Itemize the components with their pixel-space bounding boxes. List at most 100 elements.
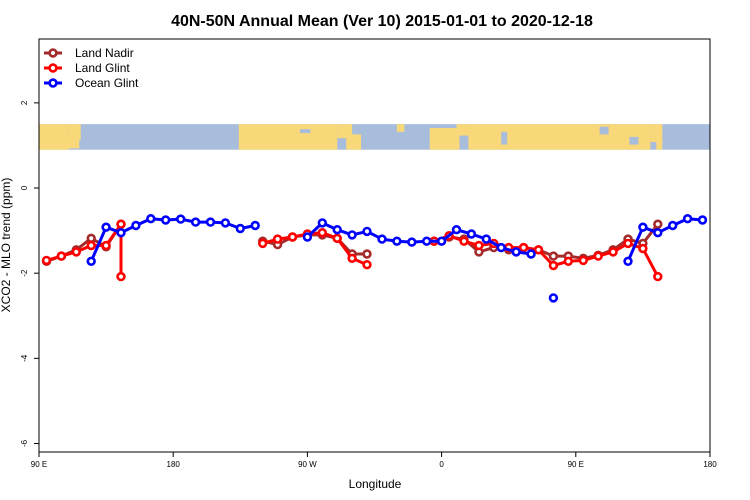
data-point <box>526 249 536 259</box>
data-point <box>563 256 573 266</box>
data-point <box>466 229 477 239</box>
x-tick-label: 180 <box>167 460 181 469</box>
x-axis: 90 E 180 90 W 0 90 E 180 <box>31 452 717 469</box>
data-point <box>638 222 648 232</box>
y-tick-label: -2 <box>20 269 29 277</box>
data-point <box>653 271 663 282</box>
data-point <box>451 225 462 235</box>
map-land <box>68 124 81 140</box>
data-point <box>481 234 491 244</box>
x-tick-label: 90 E <box>568 460 584 469</box>
data-point <box>86 240 96 251</box>
map-land <box>238 124 338 150</box>
data-point <box>190 217 201 227</box>
legend-marker <box>48 48 58 58</box>
map-strip <box>39 124 710 150</box>
y-tick-label: 2 <box>20 100 29 105</box>
data-point <box>533 245 544 255</box>
data-point <box>116 228 126 238</box>
legend-marker <box>48 63 58 73</box>
data-point <box>86 233 96 244</box>
data-point <box>116 271 126 282</box>
map-water <box>299 129 311 134</box>
data-point <box>332 225 342 235</box>
map-water <box>501 131 508 145</box>
data-point <box>347 253 357 263</box>
data-point <box>258 238 268 249</box>
data-point <box>332 233 342 244</box>
data-point <box>302 232 313 242</box>
data-point <box>317 228 327 238</box>
data-point <box>459 236 469 246</box>
y-tick-label: 0 <box>20 185 29 190</box>
data-point <box>362 249 372 259</box>
data-point <box>220 218 231 228</box>
data-point <box>638 243 648 254</box>
data-point <box>176 214 186 224</box>
legend-marker <box>48 78 58 88</box>
legend-item-land-glint: Land Glint <box>44 61 130 75</box>
data-point <box>71 247 82 257</box>
data-point <box>347 230 357 240</box>
data-point <box>682 214 693 224</box>
data-point <box>377 234 387 244</box>
data-point <box>593 251 603 261</box>
data-point <box>101 222 111 232</box>
legend-item-ocean-glint: Ocean Glint <box>44 76 139 90</box>
map-land <box>39 124 69 150</box>
x-axis-label: Longitude <box>349 477 402 491</box>
data-point <box>235 223 246 234</box>
legend-item-land-nadir: Land Nadir <box>44 46 134 60</box>
data-point <box>116 219 126 229</box>
x-tick-label: 90 E <box>31 460 47 469</box>
data-point <box>161 215 171 225</box>
data-point <box>653 228 663 238</box>
data-point <box>407 237 417 247</box>
data-point <box>101 240 111 251</box>
data-point <box>496 242 506 253</box>
map-land <box>396 124 405 132</box>
y-axis: 2 0 -2 -4 -6 <box>20 100 39 447</box>
data-point <box>608 247 618 257</box>
data-point <box>146 214 156 224</box>
data-point <box>362 226 372 237</box>
chart-title: 40N-50N Annual Mean (Ver 10) 2015-01-01 … <box>171 13 593 30</box>
data-point <box>131 220 141 231</box>
x-tick-label: 0 <box>439 460 444 469</box>
data-point <box>317 218 327 228</box>
map-land <box>346 134 362 150</box>
series-ocean-glint <box>86 214 708 303</box>
data-point <box>362 260 372 270</box>
data-point <box>392 236 402 246</box>
map-land <box>468 124 651 150</box>
data-point <box>272 234 283 244</box>
data-point <box>548 293 559 303</box>
data-point <box>548 251 559 261</box>
data-point <box>250 220 260 231</box>
map-water <box>599 126 609 135</box>
data-point <box>287 232 298 242</box>
data-point <box>518 242 529 253</box>
series-line <box>433 234 660 278</box>
data-point <box>667 220 678 231</box>
data-point <box>653 219 663 229</box>
data-point <box>697 215 708 225</box>
y-tick-label: -4 <box>20 354 29 362</box>
data-point <box>511 247 521 257</box>
data-point <box>205 217 216 227</box>
series-line <box>306 221 532 256</box>
data-point <box>623 256 633 266</box>
data-point <box>578 255 588 266</box>
map-water <box>359 126 368 135</box>
x-tick-label: 90 W <box>298 460 317 469</box>
legend-label: Land Glint <box>75 61 130 75</box>
map-land <box>650 124 663 143</box>
data-point <box>422 236 432 246</box>
legend-label: Land Nadir <box>75 46 134 60</box>
data-point <box>41 255 52 266</box>
data-point <box>474 240 484 251</box>
series-line <box>433 223 659 260</box>
